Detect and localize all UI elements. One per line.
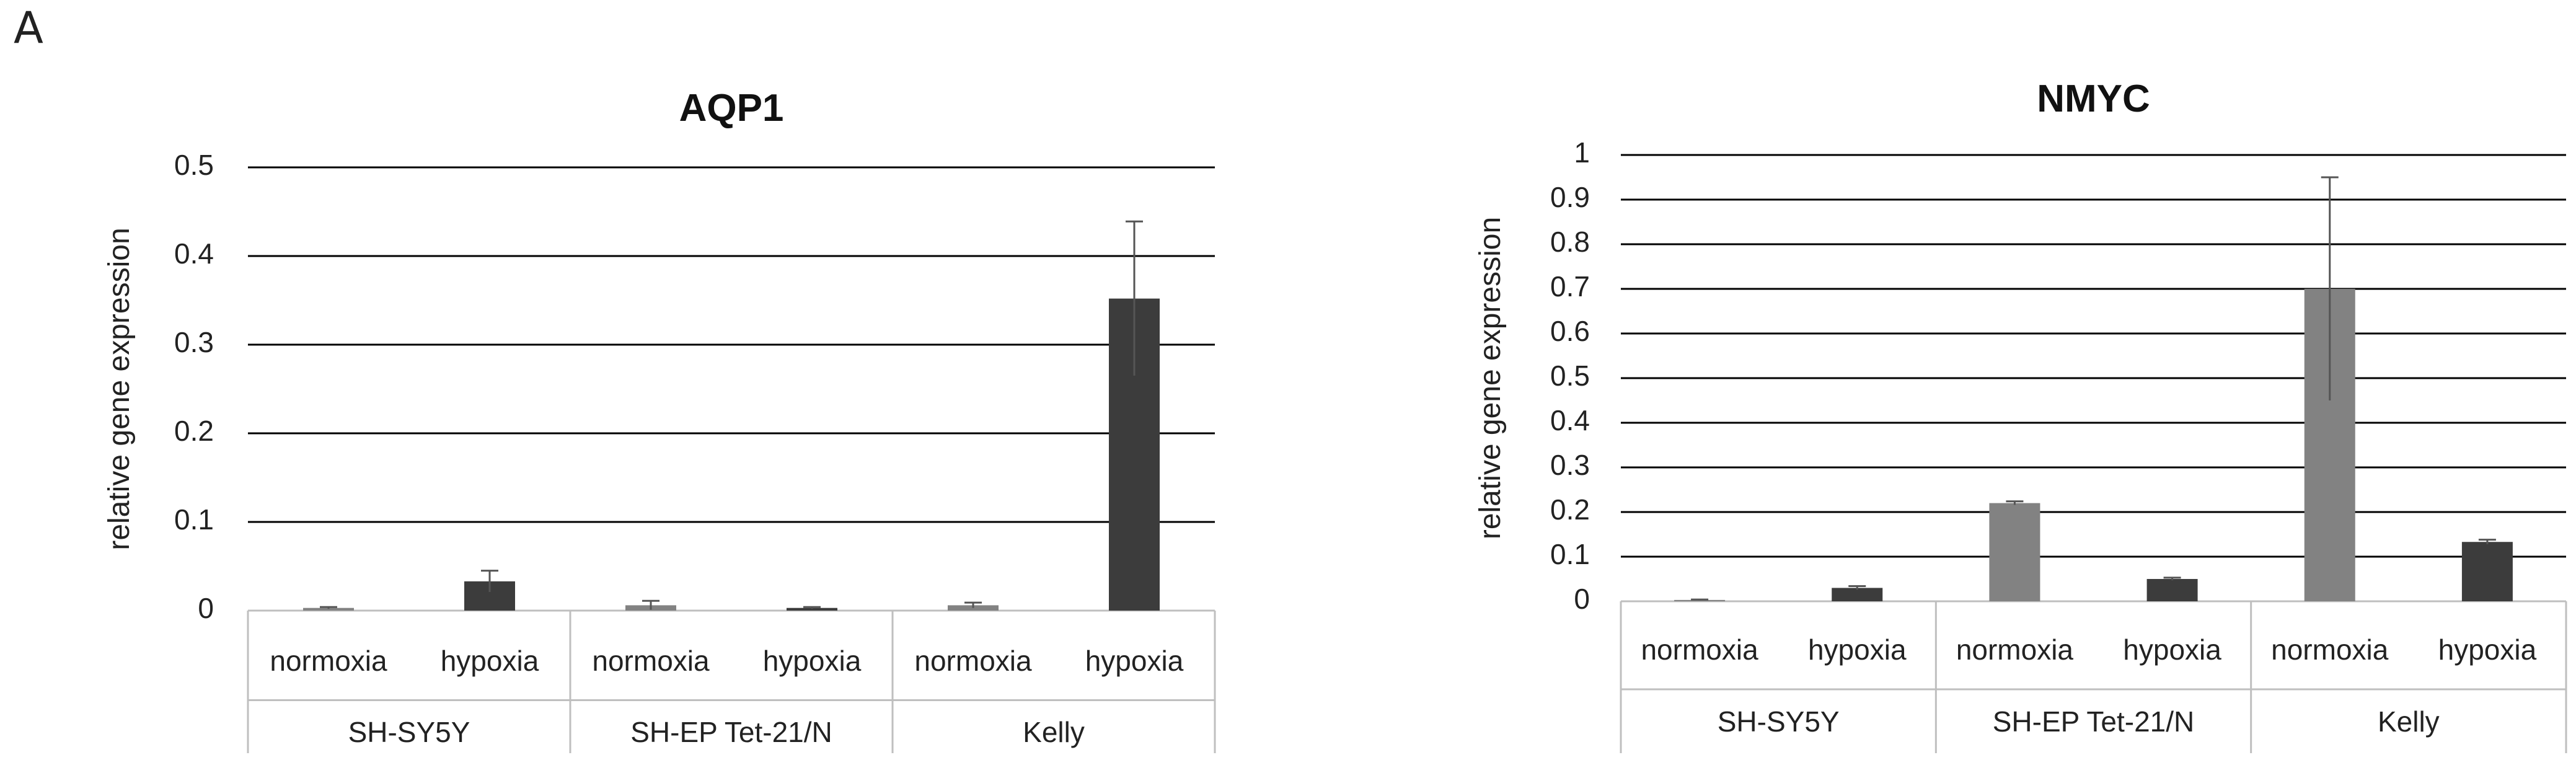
chart-aqp1: AQP1 relative gene expression 0 0.1 0.2 0.3 0.… <box>103 87 1216 753</box>
x-group-label: Kelly <box>2378 705 2440 738</box>
y-tick-label: 0.5 <box>174 149 214 181</box>
x-condition-label: normoxia <box>2271 634 2389 666</box>
chart-title: NMYC <box>2037 77 2150 120</box>
y-tick-label: 0.2 <box>1550 493 1590 526</box>
y-tick-label: 0.1 <box>174 503 214 536</box>
x-condition-label: hypoxia <box>1808 634 1907 666</box>
x-group-label: SH-SY5Y <box>1718 705 1840 738</box>
x-group-label: SH-SY5Y <box>348 716 470 748</box>
y-tick-label: 0.3 <box>1550 449 1590 481</box>
x-condition-label: hypoxia <box>441 645 539 677</box>
y-tick-label: 0 <box>198 592 214 624</box>
y-tick-label: 1 <box>1574 136 1590 169</box>
x-condition-label: hypoxia <box>763 645 862 677</box>
x-condition-label: normoxia <box>914 645 1032 677</box>
bar-normoxia <box>1989 503 2040 601</box>
chart-title: AQP1 <box>679 87 784 130</box>
y-tick-label: 0.9 <box>1550 181 1590 213</box>
y-tick-label: 0.4 <box>1550 404 1590 436</box>
x-group-label: Kelly <box>1023 716 1085 748</box>
chart-nmyc: NMYC relative gene expression 0 0.1 0.2 0.3 0.… <box>1474 77 2567 753</box>
y-axis-label: relative gene expression <box>1474 217 1507 539</box>
bar-hypoxia <box>2461 542 2513 601</box>
y-tick-label: 0 <box>1574 583 1590 615</box>
bar-normoxia <box>303 607 354 611</box>
y-tick-label: 0.2 <box>174 415 214 447</box>
x-condition-label: hypoxia <box>2438 634 2537 666</box>
y-tick-label: 0.8 <box>1550 226 1590 258</box>
x-condition-label: normoxia <box>1641 634 1758 666</box>
x-condition-label: normoxia <box>270 645 387 677</box>
y-tick-label: 0.7 <box>1550 270 1590 303</box>
bar-normoxia <box>1674 599 1726 601</box>
bar-hypoxia <box>1832 588 1883 601</box>
y-tick-label: 0.1 <box>1550 538 1590 570</box>
x-group-label: SH-EP Tet-21/N <box>630 716 832 748</box>
y-tick-label: 0.6 <box>1550 315 1590 347</box>
x-condition-label: hypoxia <box>1085 645 1184 677</box>
bar-hypoxia <box>787 607 837 611</box>
y-tick-label: 0.5 <box>1550 360 1590 392</box>
bar-hypoxia <box>2146 579 2198 601</box>
x-condition-label: normoxia <box>1956 634 2074 666</box>
panel-letter: A <box>14 2 43 53</box>
x-group-label: SH-EP Tet-21/N <box>1993 705 2195 738</box>
y-tick-label: 0.3 <box>174 326 214 358</box>
y-tick-label: 0.4 <box>174 237 214 270</box>
x-condition-label: hypoxia <box>2123 634 2221 666</box>
y-axis-label: relative gene expression <box>103 227 136 550</box>
x-condition-label: normoxia <box>592 645 710 677</box>
